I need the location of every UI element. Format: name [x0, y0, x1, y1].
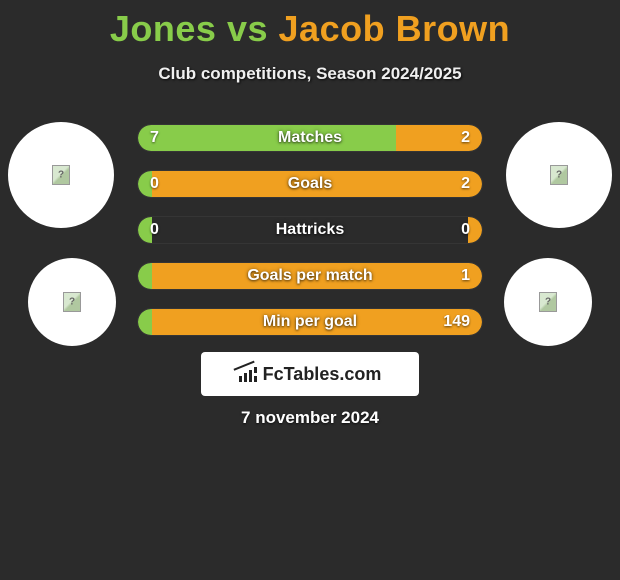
player1-club-placeholder — [28, 258, 116, 346]
vs-text: vs — [227, 8, 268, 49]
player1-name: Jones — [110, 8, 217, 49]
stat-row: 0 Goals 2 — [137, 170, 483, 198]
page-title: Jones vs Jacob Brown — [0, 0, 620, 50]
broken-image-icon — [63, 292, 81, 312]
broken-image-icon — [550, 165, 568, 185]
stat-value-right: 2 — [461, 125, 470, 151]
player1-photo-placeholder — [8, 122, 114, 228]
player2-name: Jacob Brown — [279, 8, 511, 49]
stat-label: Min per goal — [138, 309, 482, 335]
subtitle: Club competitions, Season 2024/2025 — [0, 64, 620, 84]
stat-value-right: 2 — [461, 171, 470, 197]
player2-photo-placeholder — [506, 122, 612, 228]
stat-row: 7 Matches 2 — [137, 124, 483, 152]
stat-value-right: 149 — [443, 309, 470, 335]
stat-label: Goals — [138, 171, 482, 197]
date-text: 7 november 2024 — [0, 408, 620, 428]
chart-icon — [239, 366, 259, 382]
stat-row: 0 Hattricks 0 — [137, 216, 483, 244]
player2-club-placeholder — [504, 258, 592, 346]
broken-image-icon — [539, 292, 557, 312]
stat-label: Hattricks — [138, 217, 482, 243]
fctables-logo: FcTables.com — [201, 352, 419, 396]
stat-row: Goals per match 1 — [137, 262, 483, 290]
stat-label: Goals per match — [138, 263, 482, 289]
logo-text: FcTables.com — [263, 364, 382, 385]
stats-bars: 7 Matches 2 0 Goals 2 0 Hattricks 0 Goal… — [137, 124, 483, 354]
stat-label: Matches — [138, 125, 482, 151]
stat-value-right: 1 — [461, 263, 470, 289]
broken-image-icon — [52, 165, 70, 185]
stat-row: Min per goal 149 — [137, 308, 483, 336]
stat-value-right: 0 — [461, 217, 470, 243]
